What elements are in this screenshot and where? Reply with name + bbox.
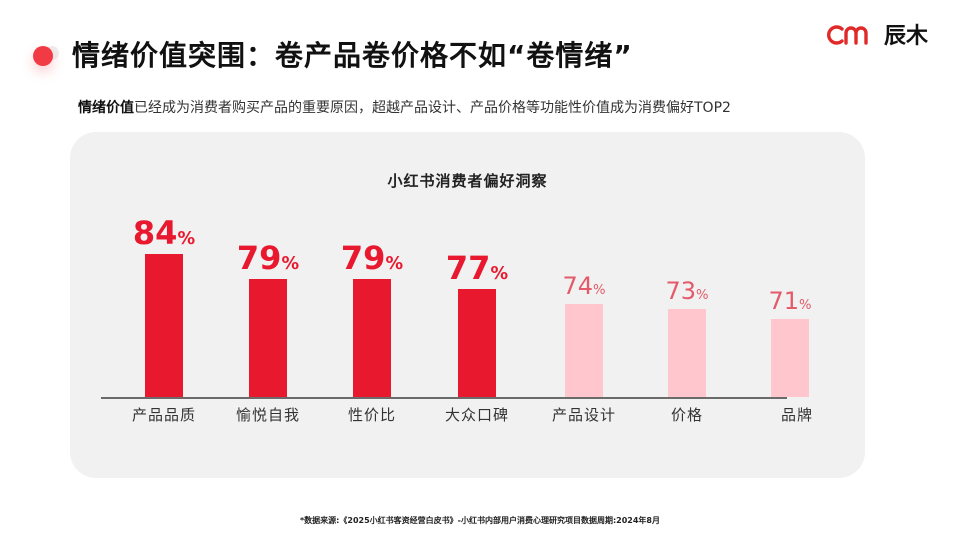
category-label: 大众口碑: [444, 406, 509, 424]
bar-5: [565, 304, 603, 397]
percent-sign: %: [799, 298, 812, 313]
bar-value-number: 84: [132, 214, 178, 252]
bar-value-number: 77: [445, 249, 491, 287]
bar-7: [771, 319, 809, 397]
bar-value-label: 79%: [208, 239, 328, 277]
category-label: 品牌: [780, 406, 813, 424]
percent-sign: %: [490, 264, 509, 284]
chart-panel: 小红书消费者偏好洞察 84% 产品品质 79% 愉悦自我 79% 性价比 77% 大众口碑 74…: [70, 132, 865, 478]
bar-value-number: 74: [562, 272, 593, 300]
bar-value-number: 71: [768, 287, 799, 315]
percent-sign: %: [593, 283, 606, 298]
category-label: 性价比: [347, 406, 396, 424]
x-axis-line: [101, 397, 787, 399]
bar-3: [353, 279, 391, 397]
percent-sign: %: [281, 254, 300, 274]
category-label: 愉悦自我: [235, 406, 300, 424]
cm-logo-icon: [827, 25, 868, 45]
bar-value-label: 74%: [524, 272, 644, 300]
subtitle-text: 已经成为消费者购买产品的重要原因，超越产品设计、产品价格等功能性价值成为消费偏好…: [134, 100, 731, 116]
brand-logo: 辰木: [826, 18, 928, 50]
page-title: 情绪价值突围：卷产品卷价格不如“卷情绪”: [72, 39, 633, 72]
percent-sign: %: [696, 288, 709, 303]
category-label: 产品品质: [131, 406, 196, 424]
bar-6: [668, 309, 706, 397]
subtitle-emphasis: 情绪价值: [78, 100, 134, 116]
bar-value-number: 79: [236, 239, 282, 277]
title-bullet-icon: [33, 46, 53, 66]
category-label: 产品设计: [551, 406, 616, 424]
bar-value-label: 84%: [104, 214, 224, 252]
bar-2: [249, 279, 287, 397]
percent-sign: %: [385, 254, 404, 274]
bar-value-number: 79: [340, 239, 386, 277]
bar-1: [145, 254, 183, 397]
bar-value-label: 77%: [417, 249, 537, 287]
percent-sign: %: [177, 229, 196, 249]
chart-title: 小红书消费者偏好洞察: [387, 172, 548, 190]
category-label: 价格: [670, 406, 703, 424]
bar-value-label: 79%: [312, 239, 432, 277]
subtitle: 情绪价值已经成为消费者购买产品的重要原因，超越产品设计、产品价格等功能性价值成为…: [78, 97, 731, 117]
bar-4: [458, 289, 496, 397]
logo-text: 辰木: [884, 24, 929, 49]
bar-value-number: 73: [665, 277, 696, 305]
footnote-source: *数据来源:《2025小红书客资经营白皮书》-小红书内部用户消费心理研究项目数据…: [300, 516, 660, 525]
bar-value-label: 71%: [730, 287, 850, 315]
bar-value-label: 73%: [627, 277, 747, 305]
